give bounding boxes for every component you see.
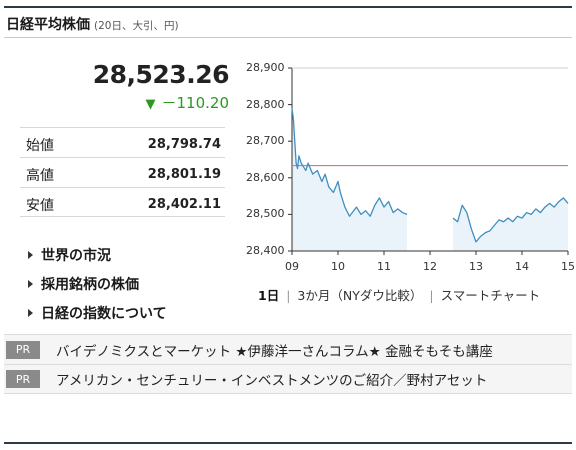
caret-right-icon	[28, 279, 33, 288]
stat-row-low: 安値 28,402.11	[20, 187, 225, 217]
link-label: 採用銘柄の株価	[41, 276, 139, 293]
link-label: 日経の指数について	[41, 305, 167, 322]
y-tick-label: 28,400	[246, 244, 285, 257]
series-area-1	[453, 197, 568, 251]
link-constituent-prices[interactable]: 採用銘柄の株価	[28, 269, 167, 298]
intraday-chart: 28,900 28,800 28,700 28,600 28,500 28,400 09 10…	[240, 58, 576, 280]
down-triangle-icon: ▼	[145, 97, 156, 112]
price-stats: 始値 28,798.74 高値 28,801.19 安値 28,402.11	[20, 127, 225, 217]
tab-1-day[interactable]: 1日	[258, 288, 280, 303]
pr-badge: PR	[6, 340, 40, 359]
link-world-markets[interactable]: 世界の市況	[28, 240, 167, 269]
ad-link[interactable]: アメリカン・センチュリー・インベストメンツのご紹介／野村アセット	[56, 373, 488, 389]
top-divider	[4, 6, 572, 8]
stat-label: 安値	[26, 198, 54, 214]
stat-label: 高値	[26, 168, 54, 184]
x-tick-label: 14	[515, 260, 529, 273]
widget-title: 日経平均株価 (20日、大引、円)	[6, 14, 179, 34]
current-price: 28,523.26	[92, 60, 230, 89]
widget-header: 日経平均株価 (20日、大引、円)	[4, 8, 572, 38]
y-tick-label: 28,900	[246, 61, 285, 74]
price-change-value: －110.20	[161, 94, 230, 112]
x-tick-label: 11	[377, 260, 391, 273]
y-tick-label: 28,600	[246, 170, 285, 184]
x-tick-label: 09	[285, 260, 299, 273]
stat-value: 28,402.11	[147, 197, 221, 212]
bottom-divider	[4, 442, 572, 444]
tab-separator: |	[429, 288, 434, 303]
link-label: 世界の市況	[41, 247, 111, 264]
y-tick-label: 28,800	[246, 97, 285, 111]
stat-value: 28,798.74	[147, 137, 221, 152]
ad-link[interactable]: バイデノミクスとマーケット ★伊藤洋一さんコラム★ 金融そもそも講座	[56, 343, 493, 360]
stat-row-high: 高値 28,801.19	[20, 157, 225, 187]
series-line-1	[452, 197, 569, 243]
index-subtitle: (20日、大引、円)	[94, 20, 179, 32]
y-tick-label: 28,700	[246, 134, 285, 148]
link-about-nikkei-indexes[interactable]: 日経の指数について	[28, 298, 167, 327]
chart-canvas	[288, 67, 569, 255]
series-line-0	[291, 108, 408, 217]
y-tick-label: 28,500	[246, 207, 285, 221]
tab-3-months[interactable]: 3か月（NYダウ比較）	[297, 288, 423, 303]
x-tick-label: 12	[423, 260, 437, 273]
tab-smart-chart[interactable]: スマートチャート	[440, 288, 541, 303]
stat-value: 28,801.19	[147, 167, 221, 182]
x-tick-label: 10	[331, 260, 345, 273]
related-links: 世界の市況 採用銘柄の株価 日経の指数について	[28, 240, 167, 327]
pr-ads: PR バイデノミクスとマーケット ★伊藤洋一さんコラム★ 金融そもそも講座 PR…	[4, 334, 572, 394]
caret-right-icon	[28, 250, 33, 259]
stat-row-open: 始値 28,798.74	[20, 127, 225, 157]
price-change: ▼ －110.20	[146, 92, 230, 113]
stat-label: 始値	[26, 138, 54, 154]
tab-separator: |	[286, 288, 291, 303]
ad-row[interactable]: PR バイデノミクスとマーケット ★伊藤洋一さんコラム★ 金融そもそも講座	[4, 334, 572, 364]
x-tick-label: 13	[469, 260, 483, 273]
index-name: 日経平均株価	[6, 17, 90, 33]
caret-right-icon	[28, 308, 33, 317]
ad-row[interactable]: PR アメリカン・センチュリー・インベストメンツのご紹介／野村アセット	[4, 364, 572, 394]
x-tick-label: 15	[561, 260, 575, 273]
chart-tabs: 1日 | 3か月（NYダウ比較） | スマートチャート	[258, 285, 540, 304]
pr-badge: PR	[6, 370, 40, 388]
series-area-0	[292, 108, 407, 251]
